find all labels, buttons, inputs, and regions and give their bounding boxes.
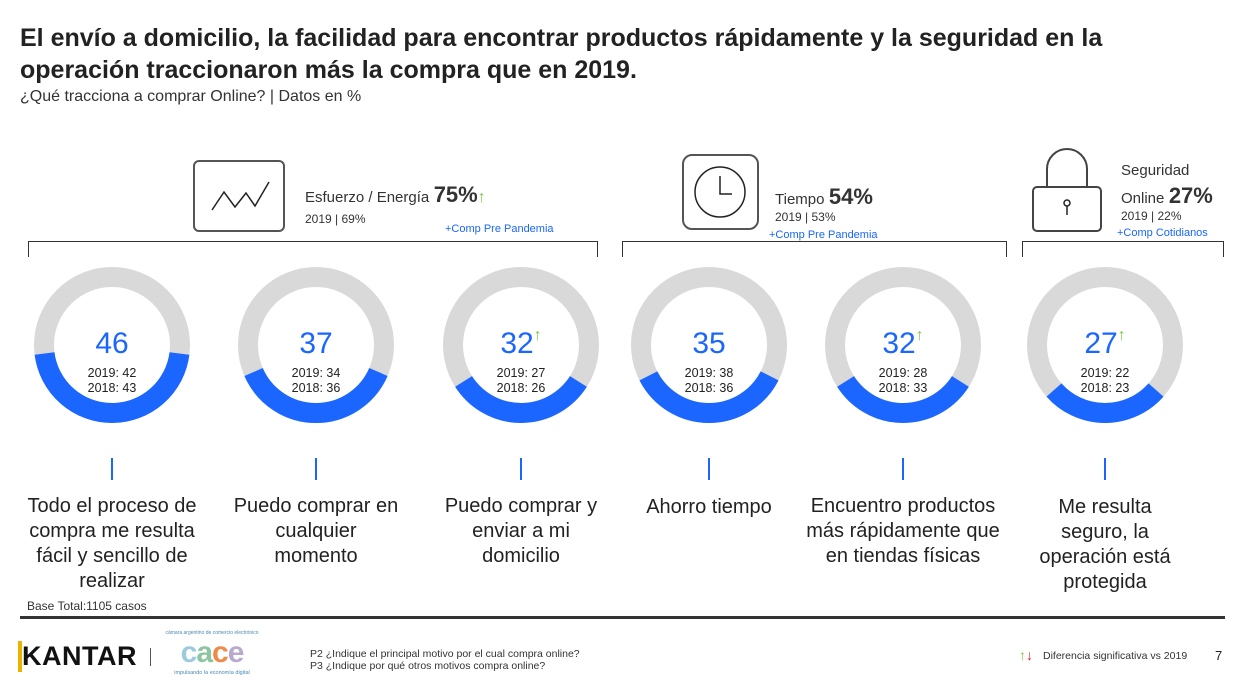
donut-2018: 2018: 43 [87, 381, 137, 395]
donut-2019: 2019: 27 [496, 366, 546, 380]
group-prev: 2019 | 69% [305, 212, 366, 226]
group-prev: 2019 | 22% [1121, 209, 1182, 223]
connector-tick [708, 458, 710, 480]
up-arrow-icon: ↑ [1117, 327, 1126, 344]
significance-legend: Diferencia significativa vs 2019 [1043, 650, 1188, 662]
donut-value-arc [244, 367, 388, 423]
donut-value-text: 35 [692, 327, 726, 360]
cace-tagline-top: cámara argentino de comercio electrónico [165, 630, 259, 636]
question-p3: P3 ¿Indique por qué otros motivos compra… [310, 660, 546, 672]
donut-value-arc [639, 371, 779, 423]
group-note: +Comp Pre Pandemia [445, 223, 554, 235]
page-subtitle: ¿Qué tracciona a comprar Online? | Datos… [20, 88, 362, 105]
group-label: Esfuerzo / Energía [305, 189, 430, 206]
group-prev: 2019 | 53% [775, 210, 836, 224]
connector-tick [902, 458, 904, 480]
donut-2019: 2019: 42 [87, 366, 137, 380]
group-note: +Comp Pre Pandemia [769, 229, 878, 241]
significance-arrows-icon: ↑↓ [1019, 647, 1033, 663]
donut-2018: 2018: 36 [291, 381, 341, 395]
reason-label: Encuentro productos más rápidamente que … [806, 495, 1000, 567]
question-p2: P2 ¿Indique el principal motivo por el c… [310, 648, 580, 660]
padlock-icon [1030, 145, 1104, 233]
group-effort-header: Esfuerzo / Energía 75%↑ [305, 182, 486, 208]
reason-label: Todo el proceso de compra me resulta fác… [27, 495, 197, 592]
reason-label: Puedo comprar y enviar a mi domicilio [444, 495, 598, 567]
group-note: +Comp Cotidianos [1117, 227, 1208, 239]
donut-value: 32↑ [451, 327, 591, 361]
donut-value: 32↑ [833, 327, 973, 361]
donut-2018: 2018: 36 [684, 381, 734, 395]
donut-2018: 2018: 33 [878, 381, 928, 395]
connector-tick [1104, 458, 1106, 480]
donut-2019: 2019: 22 [1080, 366, 1130, 380]
group-label: Online [1121, 190, 1165, 207]
donut-value-arc [455, 375, 587, 423]
page-number: 7 [1215, 648, 1223, 663]
donut-value-text: 27 [1084, 327, 1118, 360]
group-label-line1: Seguridad [1121, 162, 1190, 179]
connector-tick [315, 458, 317, 480]
donut-value: 27↑ [1035, 327, 1175, 361]
donut-value-text: 37 [299, 327, 333, 360]
reason-label: Me resulta seguro, la operación está pro… [1039, 496, 1171, 593]
connector-tick [520, 458, 522, 480]
donut-2019: 2019: 38 [684, 366, 734, 380]
kantar-logo: KANTAR [18, 641, 137, 672]
group-time-header: Tiempo 54% [775, 184, 873, 210]
group-value: 54% [828, 184, 873, 209]
donut-value: 37 [246, 327, 386, 361]
up-arrow-icon: ↑ [915, 327, 924, 344]
donut-2018: 2018: 26 [496, 381, 546, 395]
base-note: Base Total:1105 casos [27, 599, 147, 613]
up-arrow-icon: ↑ [533, 327, 542, 344]
connector-tick [111, 458, 113, 480]
group-value: 27% [1168, 183, 1213, 208]
group-bracket [622, 241, 1007, 257]
logo-divider [150, 648, 151, 666]
donut-value-arc [837, 375, 969, 423]
reason-label: Ahorro tiempo [646, 496, 772, 518]
footer-divider [20, 616, 1225, 619]
cace-wordmark: cace [180, 636, 245, 669]
up-arrow-icon: ↑ [477, 189, 486, 206]
page-title: El envío a domicilio, la facilidad para … [20, 24, 1103, 84]
donut-value-arc [34, 351, 190, 423]
donut-value: 35 [639, 327, 779, 361]
line-chart-icon [193, 160, 285, 232]
reason-label: Puedo comprar en cualquier momento [233, 495, 399, 567]
group-security-header: Online 27% [1121, 183, 1213, 209]
donut-2019: 2019: 28 [878, 366, 928, 380]
group-value: 75% [433, 182, 478, 207]
group-bracket [28, 241, 598, 257]
group-bracket [1022, 241, 1224, 257]
donut-value-arc [1046, 383, 1164, 423]
donut-value-text: 46 [95, 327, 129, 360]
donut-value-text: 32 [882, 327, 916, 360]
cace-logo: cámara argentino de comercio electrónico… [162, 630, 262, 682]
donut-2019: 2019: 34 [291, 366, 341, 380]
cace-tagline-bottom: impulsando la economía digital [174, 670, 250, 676]
donut-value: 46 [42, 327, 182, 361]
clock-icon [682, 154, 759, 230]
group-label: Tiempo [775, 191, 825, 208]
donut-2018: 2018: 23 [1080, 381, 1130, 395]
donut-value-text: 32 [500, 327, 534, 360]
